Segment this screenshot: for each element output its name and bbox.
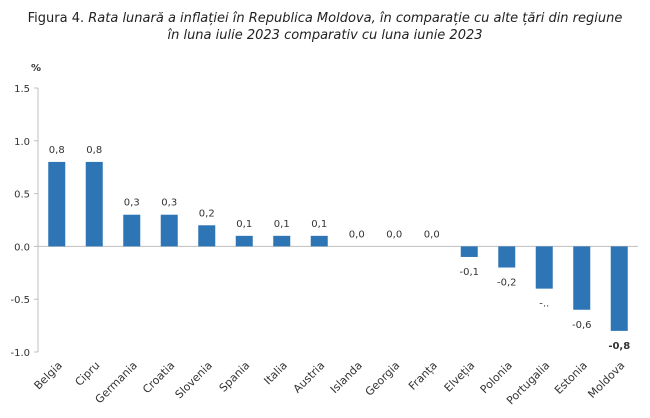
bar: [535, 246, 553, 289]
x-tick-label: Austria: [291, 359, 328, 396]
title-line-2: în luna iulie 2023 comparativ cu luna iu…: [167, 28, 483, 43]
x-tick-label: Spania: [217, 359, 253, 395]
y-axis-unit: %: [31, 63, 41, 74]
data-label: 0,1: [236, 219, 252, 230]
bar: [48, 161, 66, 247]
bar: [123, 214, 141, 247]
title-line-1: Rata lunară a inflației în Republica Mol…: [88, 11, 623, 26]
y-tick-label: 0.5: [14, 190, 30, 201]
x-tick-label: Polonia: [478, 359, 515, 396]
chart-title: Figura 4. Rata lunară a inflației în Rep…: [0, 10, 650, 44]
bar: [498, 246, 516, 268]
bar: [235, 235, 253, 247]
x-tick-label: Franța: [406, 359, 440, 393]
y-tick-label: 1.0: [14, 137, 30, 148]
bar: [573, 246, 591, 310]
y-tick-label: 1.5: [14, 84, 30, 95]
data-label: 0,0: [349, 229, 365, 240]
bar: [310, 235, 328, 247]
data-label: 0,0: [424, 229, 440, 240]
x-tick-label: Slovenia: [173, 359, 215, 401]
x-tick-label: Elveția: [442, 359, 478, 395]
x-tick-label: Cipru: [73, 359, 103, 389]
bar: [198, 225, 216, 247]
x-tick-label: Croatia: [140, 359, 177, 396]
y-tick-label: -1.0: [10, 348, 30, 359]
data-label: 0,1: [311, 219, 327, 230]
data-label: 0,1: [274, 219, 290, 230]
data-label: -..: [539, 299, 549, 310]
data-label: 0,3: [124, 198, 140, 209]
y-tick-label: -0.5: [10, 295, 30, 306]
bars: [48, 161, 628, 331]
x-tick-label: Estonia: [552, 359, 590, 397]
data-label: 0,3: [161, 198, 177, 209]
data-label: -0,8: [608, 341, 630, 352]
bar: [273, 235, 291, 247]
data-label: 0,2: [199, 208, 215, 219]
x-tick-label: Moldova: [585, 359, 627, 401]
data-label: -0,2: [497, 278, 517, 289]
bar: [160, 214, 178, 247]
y-tick-label: 0.0: [14, 242, 30, 253]
data-labels: 0,8 0,8 0,3 0,3 0,2 0,1 0,1 0,1 0,0 0,0 0,0 -0,1 -0,…: [49, 145, 630, 352]
bar: [85, 161, 103, 247]
bar: [610, 246, 628, 331]
data-label: 0,0: [386, 229, 402, 240]
data-label: -0,6: [572, 320, 592, 331]
x-tick-label: Italia: [261, 359, 289, 387]
x-tick-label: Georgia: [363, 359, 403, 399]
data-label: 0,8: [86, 145, 102, 156]
figure-label: Figura 4.: [27, 11, 85, 26]
x-tick-label: Belgia: [32, 359, 65, 392]
bar: [460, 246, 478, 257]
data-label: 0,8: [49, 145, 65, 156]
x-tick-label: Islanda: [328, 359, 365, 396]
data-label: -0,1: [459, 267, 479, 278]
